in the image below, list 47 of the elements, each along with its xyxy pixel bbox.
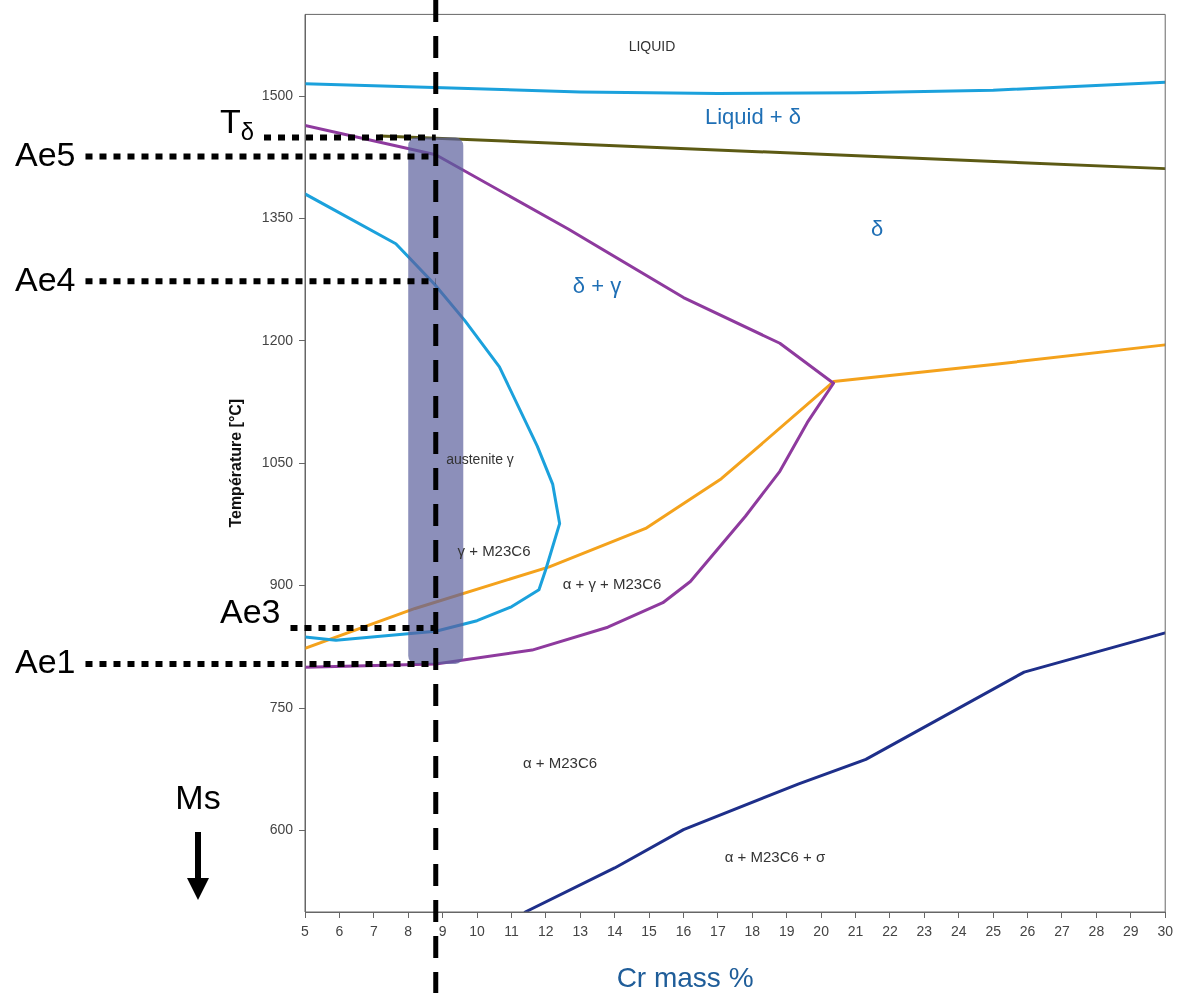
x-tick-label: 6: [335, 923, 344, 940]
x-tick-label: 12: [538, 923, 554, 940]
annotation: α + γ + M23C6: [562, 575, 662, 593]
x-tick-label: 20: [813, 923, 830, 940]
annotation: LIQUID: [628, 37, 676, 54]
x-tick-label: 22: [882, 923, 898, 940]
y-tick-label: 1500: [261, 86, 294, 103]
x-tick-label: 23: [916, 923, 933, 940]
x-tick-label: 19: [778, 923, 795, 940]
ref-line-label: Ae1: [15, 642, 76, 681]
x-tick-label: 14: [606, 923, 623, 940]
annotation: Liquid + δ: [704, 104, 802, 130]
x-tick-label: 7: [369, 923, 378, 940]
x-tick-label: 16: [675, 923, 692, 940]
ref-line-label: Ae3: [220, 592, 281, 631]
annotation: α + M23C6 + σ: [724, 848, 826, 866]
x-tick-label: 24: [950, 923, 967, 940]
y-tick-label: 1350: [261, 209, 294, 226]
x-tick-label: 11: [504, 923, 519, 940]
x-tick-label: 21: [847, 923, 864, 940]
text: Ms: [175, 778, 221, 817]
y-tick-label: 1050: [261, 454, 294, 471]
x-tick-label: 27: [1054, 923, 1070, 940]
x-tick-label: 5: [301, 923, 310, 940]
y-tick-label: 600: [269, 821, 294, 838]
x-tick-label: 29: [1123, 923, 1139, 940]
x-tick-label: 30: [1157, 923, 1174, 940]
x-axis-title: Cr mass %: [616, 962, 754, 993]
x-tick-label: 10: [469, 923, 486, 940]
ref-line-label: Ae5: [15, 134, 76, 173]
y-tick-label: 900: [269, 576, 294, 593]
annotation: δ + γ: [572, 273, 622, 299]
y-axis-title: Température [°C]: [227, 398, 245, 528]
x-tick-label: 17: [710, 923, 726, 940]
x-tick-label: 18: [744, 923, 761, 940]
annotation: α + M23C6: [522, 754, 598, 772]
x-tick-label: 13: [572, 923, 589, 940]
x-tick-label: 15: [641, 923, 658, 940]
y-tick-label: 750: [269, 698, 294, 715]
y-tick-label: 1200: [261, 331, 294, 348]
x-tick-label: 26: [1019, 923, 1036, 940]
x-tick-label: 9: [438, 923, 447, 940]
x-tick-label: 28: [1088, 923, 1105, 940]
ref-line-label: Ae4: [15, 259, 76, 298]
x-tick-label: 8: [404, 923, 413, 940]
x-tick-label: 25: [985, 923, 1002, 940]
annotation: δ: [870, 216, 884, 242]
